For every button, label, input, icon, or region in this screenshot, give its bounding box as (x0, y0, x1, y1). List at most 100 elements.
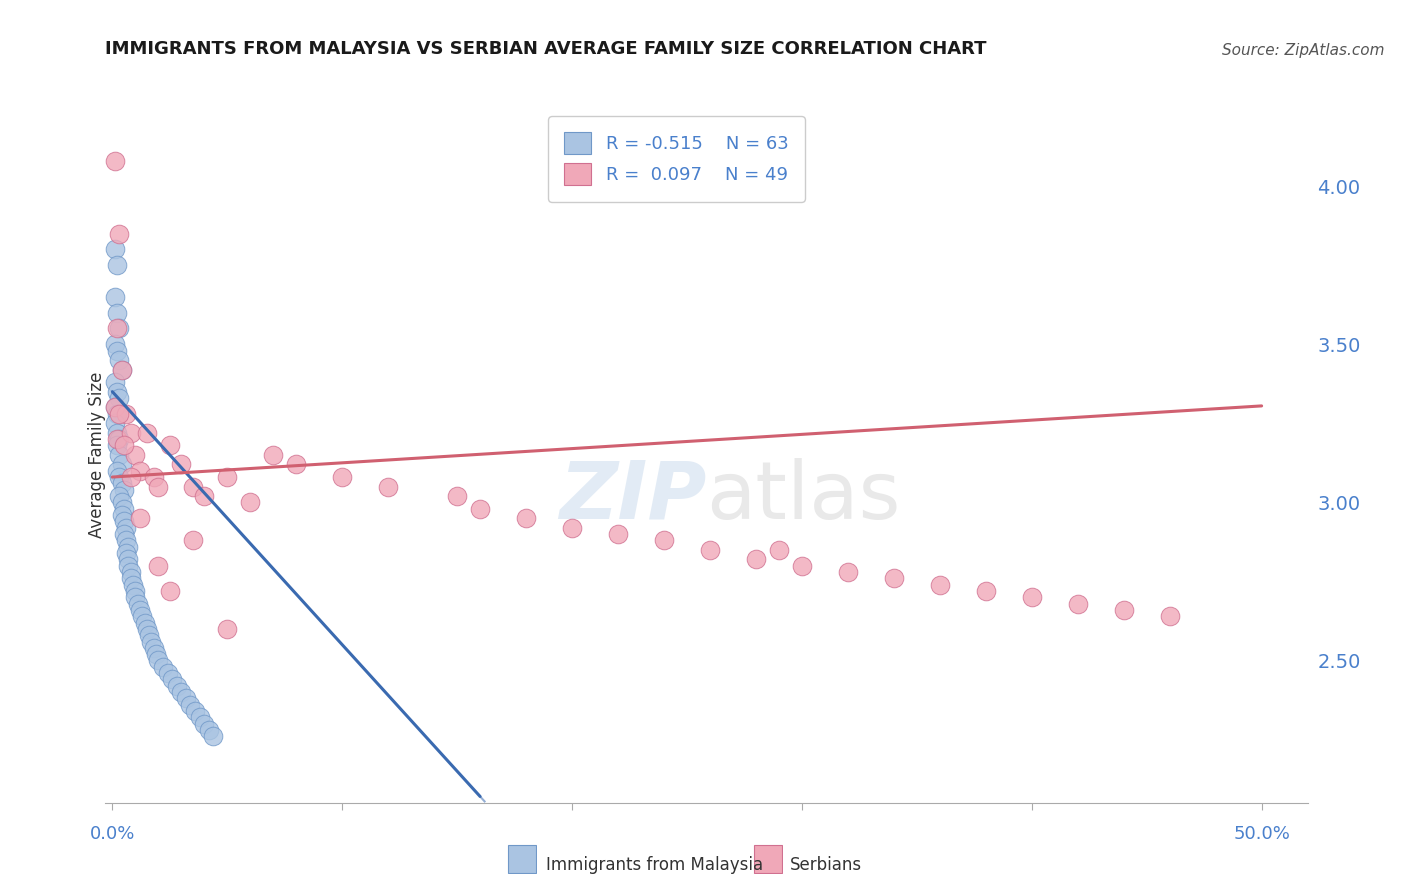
Point (837, 565, 859, 579)
Point (117, 558, 139, 573)
Point (1159, 609, 1181, 624)
Point (105, 258, 128, 272)
Point (131, 609, 153, 624)
Point (142, 470, 165, 484)
Point (217, 622, 239, 636)
Point (124, 583, 146, 598)
Point (928, 577, 950, 591)
Point (262, 448, 284, 462)
Point (112, 527, 135, 541)
Point (561, 521, 583, 535)
Point (129, 511, 152, 525)
Point (122, 577, 145, 591)
Point (108, 321, 131, 335)
Point (160, 673, 183, 687)
Point (1021, 591, 1043, 605)
Point (202, 730, 225, 744)
Point (181, 533, 204, 548)
Point (110, 476, 132, 491)
Point (108, 391, 131, 405)
Point (120, 425, 142, 440)
Point (110, 508, 132, 522)
Point (110, 458, 132, 472)
Point (108, 470, 131, 484)
Point (446, 489, 468, 503)
Point (652, 533, 675, 548)
Point (115, 533, 138, 548)
Point (193, 716, 215, 731)
Point (124, 591, 146, 605)
Point (974, 583, 997, 598)
Point (104, 337, 127, 351)
Point (124, 448, 146, 462)
Point (115, 521, 138, 535)
Point (142, 640, 165, 655)
Point (166, 679, 188, 693)
Point (112, 514, 135, 528)
Y-axis label: Average Family Size: Average Family Size (89, 372, 105, 538)
Point (110, 362, 132, 376)
Point (117, 540, 139, 554)
Point (330, 470, 353, 484)
Text: atlas: atlas (707, 458, 901, 536)
Point (790, 558, 813, 573)
Text: IMMIGRANTS FROM MALAYSIA VS SERBIAN AVERAGE FAMILY SIZE CORRELATION CHART: IMMIGRANTS FROM MALAYSIA VS SERBIAN AVER… (105, 40, 987, 58)
Point (105, 305, 128, 319)
Point (607, 527, 630, 541)
Point (156, 666, 179, 681)
Point (181, 479, 204, 493)
Point (108, 353, 131, 368)
Point (768, 542, 790, 557)
Point (152, 660, 174, 674)
Point (883, 571, 905, 585)
Point (104, 290, 127, 304)
Point (1112, 603, 1135, 617)
Text: Source: ZipAtlas.com: Source: ZipAtlas.com (1222, 43, 1385, 58)
Point (468, 501, 491, 516)
Point (170, 458, 193, 472)
Point (184, 704, 207, 718)
Point (104, 243, 127, 257)
Point (239, 495, 262, 509)
Point (105, 343, 128, 358)
Point (105, 464, 128, 478)
Point (120, 470, 142, 484)
Point (108, 407, 131, 421)
Point (188, 710, 211, 724)
Text: 50.0%: 50.0% (1233, 825, 1291, 843)
Point (174, 691, 197, 706)
Point (179, 698, 201, 712)
Text: 0.0%: 0.0% (90, 825, 135, 843)
Point (105, 321, 128, 335)
Point (193, 489, 215, 503)
Point (1067, 597, 1090, 611)
Point (129, 464, 152, 478)
Point (135, 622, 157, 636)
Point (135, 425, 157, 440)
Point (105, 384, 128, 399)
Point (105, 407, 128, 421)
Legend: R = -0.515    N = 63, R =  0.097    N = 49: R = -0.515 N = 63, R = 0.097 N = 49 (548, 116, 804, 202)
Point (217, 470, 239, 484)
Point (105, 425, 128, 440)
Point (145, 647, 167, 661)
Point (104, 401, 127, 415)
Point (108, 227, 131, 241)
Point (515, 511, 537, 525)
Point (198, 723, 221, 737)
Point (110, 362, 132, 376)
Point (105, 438, 128, 452)
Point (105, 432, 128, 446)
Point (112, 483, 135, 497)
Point (104, 375, 127, 389)
Point (108, 489, 131, 503)
Point (699, 542, 721, 557)
Point (115, 546, 138, 560)
Point (110, 495, 132, 509)
Point (129, 603, 152, 617)
Text: Immigrants from Malaysia: Immigrants from Malaysia (546, 856, 762, 874)
Point (285, 458, 308, 472)
Point (159, 583, 181, 598)
Point (127, 597, 149, 611)
Point (377, 479, 399, 493)
